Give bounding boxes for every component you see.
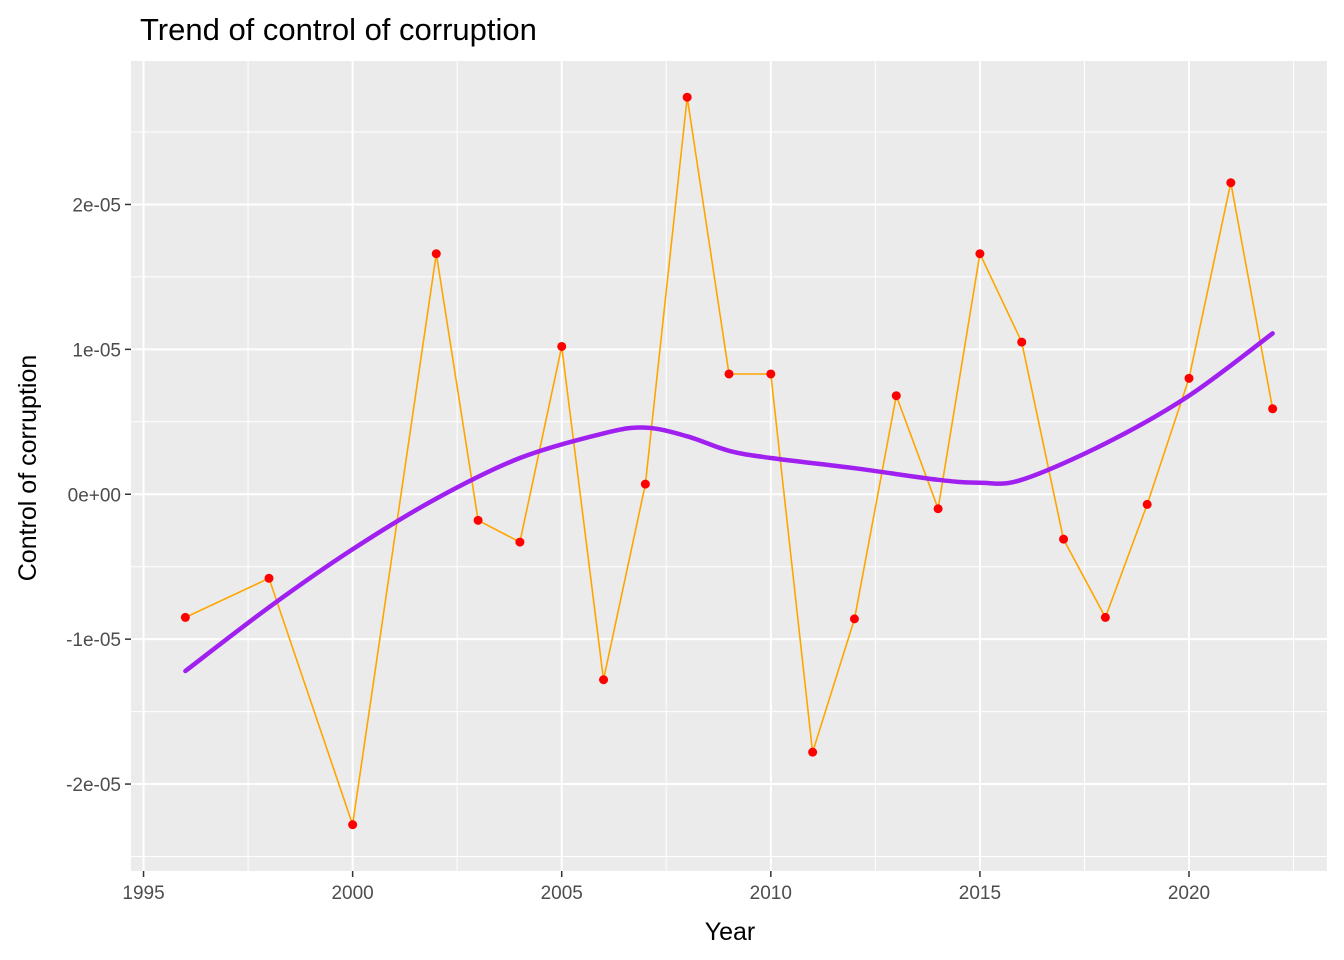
- y-tick-label: -1e-05: [66, 630, 121, 651]
- data-point: [599, 675, 609, 685]
- data-points: [180, 92, 1278, 830]
- y-tick-label: 2e-05: [72, 195, 121, 216]
- x-tick-label: 1995: [122, 883, 164, 904]
- minor-gridlines: [131, 61, 1327, 871]
- data-point: [933, 504, 943, 514]
- data-point: [640, 479, 650, 489]
- x-tick-label: 2005: [541, 883, 583, 904]
- y-tick-label: 1e-05: [72, 340, 121, 361]
- data-point: [473, 515, 483, 525]
- data-point: [975, 249, 985, 259]
- x-axis-ticks: 1995 2000 2005 2010 2015 2020: [122, 871, 1210, 904]
- x-tick-label: 2015: [959, 883, 1001, 904]
- data-point: [1059, 534, 1069, 544]
- data-point: [348, 820, 358, 830]
- data-point: [180, 612, 190, 622]
- y-axis-ticks: -2e-05 -1e-05 0e+00 1e-05 2e-05: [66, 195, 131, 796]
- data-point: [1017, 337, 1027, 347]
- data-point: [1142, 499, 1152, 509]
- x-tick-label: 2010: [750, 883, 792, 904]
- data-point: [1226, 178, 1236, 188]
- data-series-line: [185, 97, 1274, 825]
- data-point: [557, 341, 567, 351]
- x-axis-title: Year: [705, 918, 756, 946]
- data-point: [849, 614, 859, 624]
- y-tick-label: -2e-05: [66, 775, 121, 796]
- y-tick-label: 0e+00: [68, 485, 121, 506]
- x-tick-label: 2020: [1168, 883, 1210, 904]
- plot-panel: [131, 61, 1327, 871]
- x-tick-label: 2000: [331, 883, 373, 904]
- chart-title: Trend of control of corruption: [140, 12, 537, 47]
- smooth-trend-line: [183, 331, 1275, 674]
- data-point: [682, 92, 692, 102]
- series-polyline: [185, 97, 1274, 825]
- data-point: [1268, 404, 1278, 414]
- data-point: [1184, 373, 1194, 383]
- data-point: [431, 249, 441, 259]
- data-point: [1100, 612, 1110, 622]
- data-point: [891, 391, 901, 401]
- data-point: [766, 369, 776, 379]
- major-gridlines: [131, 61, 1327, 871]
- data-point: [724, 369, 734, 379]
- data-point: [808, 747, 818, 757]
- y-axis-title: Control of corruption: [14, 355, 42, 582]
- data-point: [515, 537, 525, 547]
- data-point: [264, 573, 274, 583]
- smooth-curve: [183, 331, 1275, 674]
